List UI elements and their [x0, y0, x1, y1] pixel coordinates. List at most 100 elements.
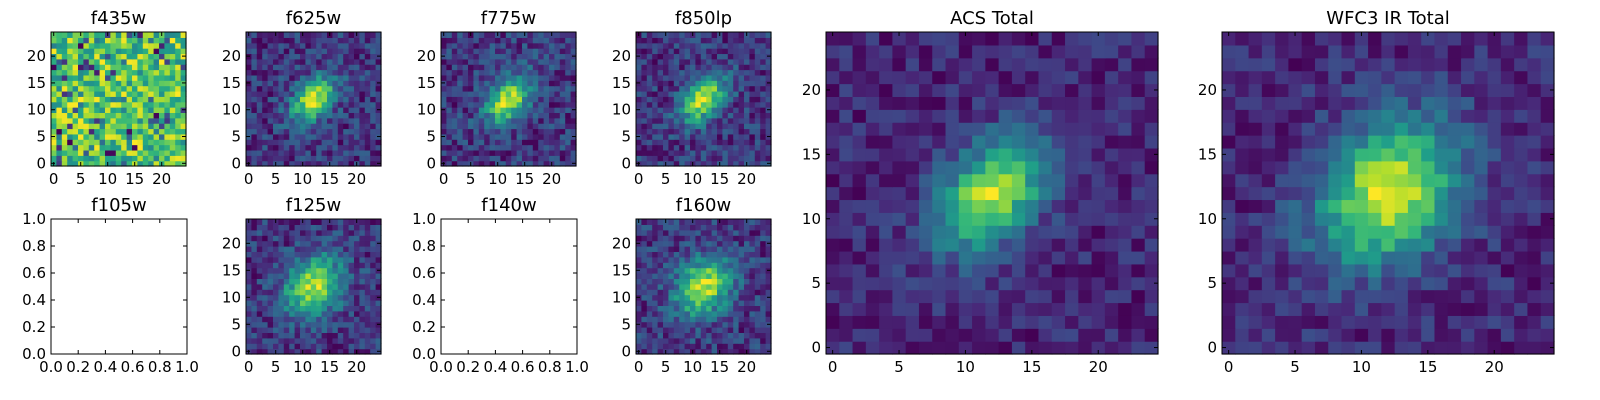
heatmap-cell — [305, 348, 312, 355]
heatmap-cell — [538, 37, 545, 44]
panel-title: WFC3 IR Total — [1326, 8, 1449, 29]
heatmap-cell — [865, 83, 880, 97]
heatmap-cell — [126, 123, 133, 130]
heatmap-cell — [56, 149, 63, 156]
heatmap-cell — [321, 80, 328, 87]
heatmap-cell — [359, 112, 366, 119]
heatmap-cell — [700, 53, 707, 60]
heatmap-cell — [1144, 160, 1159, 175]
heatmap-cell — [126, 64, 133, 71]
heatmap-cell — [1131, 44, 1146, 59]
heatmap-cell — [462, 107, 469, 113]
heatmap-cell — [1011, 238, 1026, 252]
heatmap-cell — [478, 80, 485, 87]
heatmap-cell — [72, 112, 79, 119]
heatmap-cell — [527, 117, 534, 124]
heatmap-cell — [289, 348, 296, 355]
heatmap-cell — [305, 58, 312, 65]
heatmap-cell — [88, 144, 95, 151]
heatmap-cell — [760, 112, 767, 119]
heatmap-cell — [1078, 32, 1093, 46]
y-tick-label: 0 — [621, 342, 631, 360]
heatmap-cell — [337, 337, 344, 344]
heatmap-cell — [559, 112, 566, 119]
heatmap-cell — [695, 64, 702, 71]
heatmap-cell — [316, 144, 323, 151]
heatmap-cell — [316, 289, 323, 296]
heatmap-cell — [722, 53, 729, 60]
heatmap-cell — [489, 123, 496, 130]
heatmap-cell — [305, 305, 312, 312]
heatmap-cell — [657, 160, 664, 167]
heatmap-cell — [972, 238, 986, 252]
heatmap-cell — [1222, 263, 1236, 278]
heatmap-cell — [945, 83, 960, 97]
heatmap-cell — [246, 332, 252, 339]
heatmap-cell — [744, 96, 750, 103]
heatmap-cell — [1474, 341, 1489, 355]
heatmap-cell — [375, 96, 382, 103]
heatmap-cell — [1025, 263, 1040, 278]
heatmap-cell — [998, 302, 1013, 316]
heatmap-cell — [321, 53, 328, 60]
heatmap-cell — [1104, 147, 1119, 162]
heatmap-cell — [246, 74, 252, 81]
y-tick-label: 0.6 — [22, 264, 46, 282]
heatmap-cell — [722, 128, 729, 135]
heatmap-cell — [652, 305, 659, 312]
heatmap-cell — [522, 64, 528, 71]
heatmap-cell — [332, 80, 339, 87]
heatmap-cell — [348, 300, 355, 306]
heatmap-cell — [749, 300, 756, 306]
heatmap-cell — [527, 37, 534, 44]
heatmap-cell — [126, 133, 133, 140]
heatmap-cell — [305, 229, 312, 236]
heatmap-cell — [511, 107, 518, 113]
heatmap-cell — [343, 327, 350, 333]
heatmap-cell — [132, 139, 138, 146]
heatmap-cell — [451, 64, 458, 71]
heatmap-cell — [663, 289, 669, 296]
heatmap-cell — [332, 64, 339, 71]
heatmap-cell — [294, 149, 301, 156]
heatmap-cell — [826, 238, 840, 252]
heatmap-cell — [760, 53, 767, 60]
heatmap-cell — [1078, 186, 1093, 201]
heatmap-cell — [839, 225, 854, 239]
heatmap-cell — [865, 96, 880, 110]
heatmap-cell — [175, 155, 182, 162]
heatmap-cell — [727, 327, 734, 333]
heatmap-cell — [1314, 302, 1329, 316]
heatmap-cell — [646, 224, 653, 231]
heatmap-cell — [754, 267, 761, 274]
heatmap-cell — [332, 58, 339, 65]
heatmap-cell — [473, 101, 480, 108]
heatmap-cell — [148, 96, 155, 103]
heatmap-cell — [375, 112, 382, 119]
heatmap-cell — [375, 123, 382, 130]
heatmap-cell — [668, 80, 675, 87]
heatmap-cell — [332, 96, 339, 103]
y-tick-label: 0.2 — [412, 318, 436, 336]
heatmap-cell — [668, 343, 675, 350]
axes-frame — [635, 31, 772, 167]
heatmap-cell — [516, 123, 523, 130]
heatmap-cell — [305, 235, 312, 242]
heatmap-cell — [765, 96, 772, 103]
heatmap-cell — [321, 42, 328, 49]
panel-title: f775w — [481, 8, 536, 29]
heatmap-cell — [538, 123, 545, 130]
heatmap-cell — [636, 101, 642, 108]
heatmap-cell — [375, 235, 382, 242]
heatmap-cell — [972, 276, 986, 291]
y-tick-label: 0 — [621, 154, 631, 172]
heatmap-cell — [256, 80, 263, 87]
heatmap-cell — [673, 321, 680, 328]
heatmap-cell — [289, 289, 296, 296]
heatmap-cell — [765, 337, 772, 344]
heatmap-cell — [267, 117, 274, 124]
heatmap-cell — [294, 74, 301, 81]
heatmap-cell — [754, 128, 761, 135]
heatmap-cell — [88, 133, 95, 140]
heatmap-cell — [985, 70, 1000, 85]
